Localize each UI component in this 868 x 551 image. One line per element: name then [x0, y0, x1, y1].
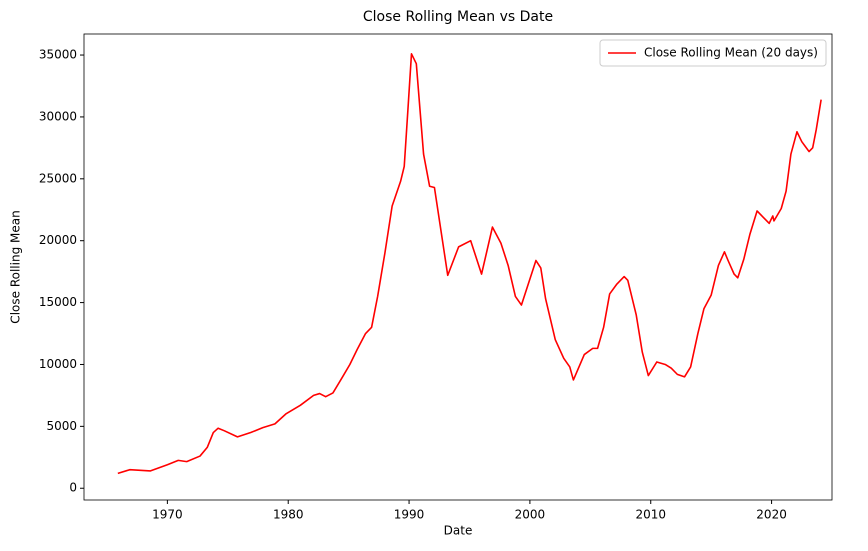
y-tick-label: 25000 — [39, 171, 77, 185]
legend-label: Close Rolling Mean (20 days) — [644, 46, 818, 60]
y-tick-label: 0 — [69, 481, 77, 495]
chart-title: Close Rolling Mean vs Date — [363, 9, 553, 25]
x-tick-label: 1970 — [152, 508, 183, 522]
x-tick-label: 1980 — [273, 508, 304, 522]
y-tick-label: 10000 — [39, 357, 77, 371]
x-tick-label: 2020 — [756, 508, 787, 522]
data-line — [117, 53, 822, 475]
y-tick-label: 20000 — [39, 233, 77, 247]
x-tick-label: 2000 — [515, 508, 546, 522]
x-axis-label: Date — [444, 524, 473, 538]
plot-frame — [83, 33, 833, 501]
legend-box — [599, 39, 827, 67]
y-tick-label: 35000 — [39, 48, 77, 62]
y-tick-label: 30000 — [39, 109, 77, 123]
x-tick-label: 1990 — [394, 508, 425, 522]
x-tick-label: 2010 — [635, 508, 666, 522]
y-tick-label: 15000 — [39, 295, 77, 309]
y-tick-label: 5000 — [46, 419, 77, 433]
y-axis-label: Close Rolling Mean — [9, 210, 23, 323]
